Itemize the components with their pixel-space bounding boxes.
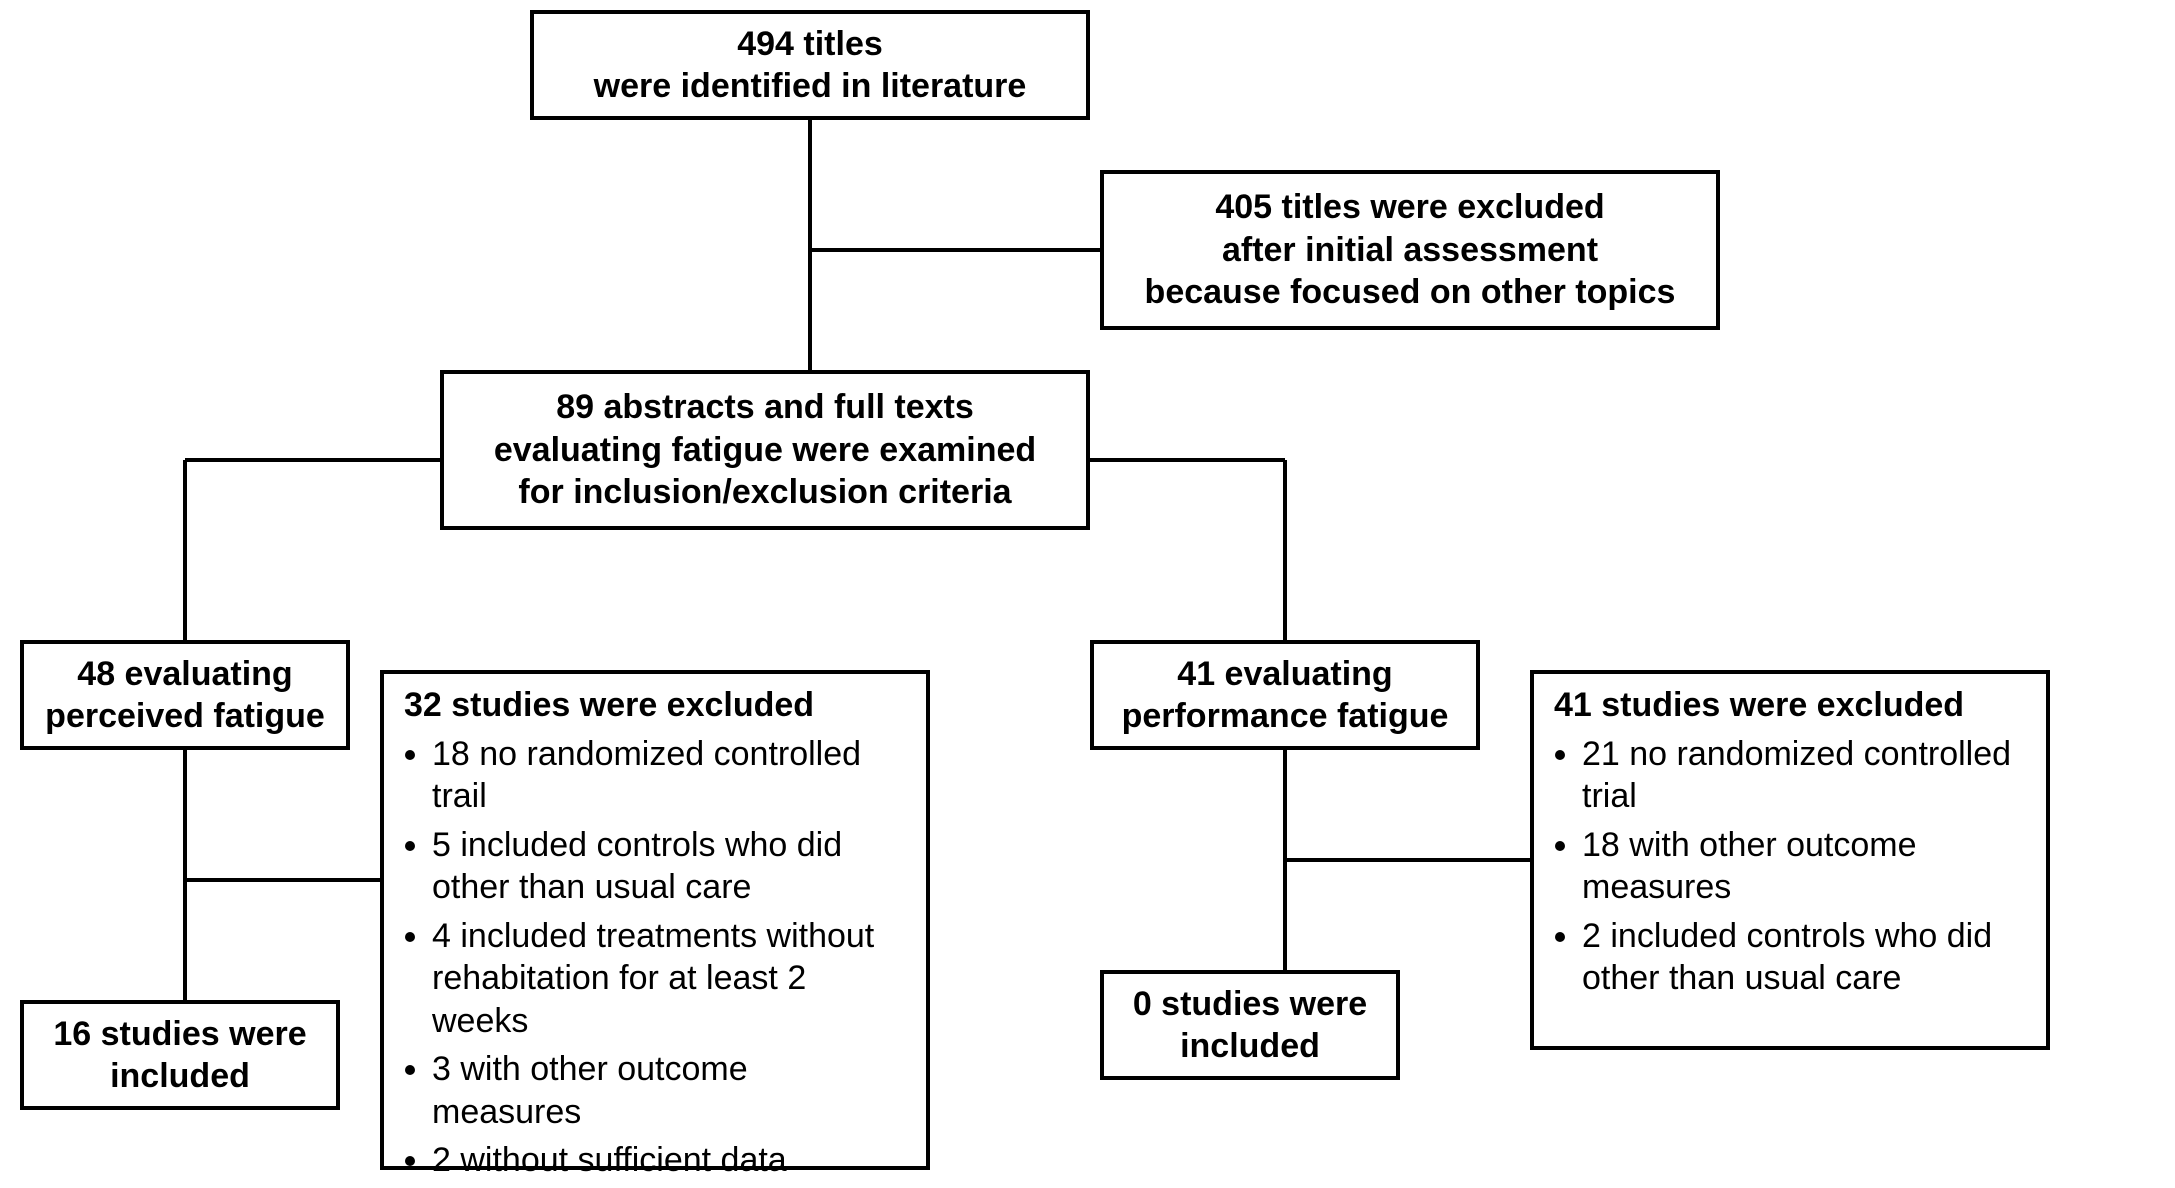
node-performance-included: 0 studies were included [1100, 970, 1400, 1080]
list-item: 5 included controls who did other than u… [432, 824, 906, 909]
list-item: 2 included controls who did other than u… [1582, 915, 2026, 1000]
node-performance-line1: 41 evaluating [1177, 653, 1392, 696]
performance-included-line1: 0 studies were [1133, 983, 1367, 1026]
list-item: 18 no randomized controlled trail [432, 733, 906, 818]
node-excluded-titles-line1: 405 titles were excluded [1215, 186, 1604, 229]
perceived-included-line1: 16 studies were [53, 1013, 306, 1056]
node-abstracts-line2: evaluating fatigue were examined [494, 429, 1036, 472]
perceived-excluded-list: 18 no randomized controlled trail 5 incl… [404, 733, 906, 1188]
flowchart-canvas: 494 titles were identified in literature… [0, 0, 2175, 1176]
node-performance-line2: performance fatigue [1122, 695, 1449, 738]
node-performance: 41 evaluating performance fatigue [1090, 640, 1480, 750]
perceived-included-line2: included [110, 1055, 250, 1098]
list-item: 21 no randomized controlled trial [1582, 733, 2026, 818]
node-excluded-titles-line3: because focused on other topics [1145, 271, 1676, 314]
list-item: 3 with other outcome measures [432, 1048, 906, 1133]
node-perceived: 48 evaluating perceived fatigue [20, 640, 350, 750]
performance-included-line2: included [1180, 1025, 1320, 1068]
performance-excluded-list: 21 no randomized controlled trial 18 wit… [1554, 733, 2026, 1006]
node-abstracts-line3: for inclusion/exclusion criteria [518, 471, 1011, 514]
node-performance-excluded: 41 studies were excluded 21 no randomize… [1530, 670, 2050, 1050]
node-abstracts-line1: 89 abstracts and full texts [556, 386, 974, 429]
node-titles-line1: 494 titles [737, 23, 883, 66]
node-excluded-titles-line2: after initial assessment [1222, 229, 1598, 272]
list-item: 4 included treatments without rehabitati… [432, 915, 906, 1043]
node-perceived-included: 16 studies were included [20, 1000, 340, 1110]
node-perceived-excluded: 32 studies were excluded 18 no randomize… [380, 670, 930, 1170]
list-item: 2 without sufficient data [432, 1139, 906, 1182]
performance-excluded-header: 41 studies were excluded [1554, 684, 1964, 727]
node-excluded-titles: 405 titles were excluded after initial a… [1100, 170, 1720, 330]
node-abstracts: 89 abstracts and full texts evaluating f… [440, 370, 1090, 530]
node-perceived-line1: 48 evaluating [77, 653, 292, 696]
node-titles-line2: were identified in literature [594, 65, 1027, 108]
node-perceived-line2: perceived fatigue [45, 695, 325, 738]
perceived-excluded-header: 32 studies were excluded [404, 684, 814, 727]
list-item: 18 with other outcome measures [1582, 824, 2026, 909]
node-titles: 494 titles were identified in literature [530, 10, 1090, 120]
